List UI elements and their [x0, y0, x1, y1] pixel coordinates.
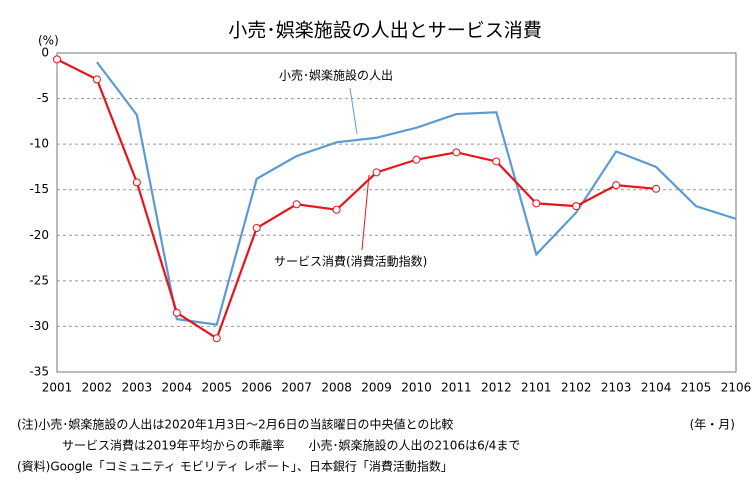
y-tick-label: -10: [29, 137, 49, 151]
x-tick-label: 2002: [82, 381, 113, 395]
point: [53, 55, 61, 64]
series-line: [56, 58, 657, 340]
y-tick-label: -5: [37, 91, 49, 105]
point: [532, 199, 541, 208]
x-unit: (年・月): [690, 418, 735, 432]
point: [92, 75, 101, 84]
point: [372, 168, 381, 177]
y-tick-label: -20: [29, 228, 49, 242]
leader-line: [349, 87, 358, 135]
x-tick-label: 2005: [201, 381, 232, 395]
x-tick-label: 2102: [561, 381, 592, 395]
plot-area: [56, 52, 737, 373]
x-tick-label: 2105: [681, 381, 712, 395]
note: サービス消費は2019年平均からの乖離率 小売･娯楽施設の人出の2106は6/4…: [62, 438, 520, 453]
note: (注)小売･娯楽施設の人出は2020年1月3日～2月6日の当該曜日の中央値との比…: [17, 417, 453, 432]
y-tick-label: -15: [29, 182, 49, 196]
x-tick-label: 2106: [721, 381, 752, 395]
series-line: [96, 61, 737, 326]
y-tick-label: -30: [29, 319, 49, 333]
x-tick-label: 2012: [481, 381, 512, 395]
series-label: サービス消費(消費活動指数): [274, 254, 427, 269]
y-tick-label: -25: [29, 273, 49, 287]
x-tick-label: 2101: [521, 381, 552, 395]
x-tick-label: 2003: [122, 381, 153, 395]
series-label: 小売･娯楽施設の人出: [279, 68, 393, 83]
point: [292, 200, 301, 209]
y-tick-label: -35: [29, 365, 49, 379]
chart-title: 小売･娯楽施設の人出とサービス消費: [228, 20, 542, 42]
point: [572, 202, 581, 211]
point: [612, 181, 621, 190]
x-tick-label: 2009: [361, 381, 392, 395]
x-tick-label: 2011: [441, 381, 472, 395]
point: [172, 308, 181, 317]
x-tick-label: 2006: [241, 381, 272, 395]
x-tick-label: 2001: [42, 381, 73, 395]
x-tick-label: 2104: [641, 381, 672, 395]
y-unit: (%): [38, 34, 59, 48]
point: [252, 223, 261, 232]
x-tick-label: 2103: [601, 381, 632, 395]
y-tick-label: 0: [41, 46, 49, 60]
x-tick-label: 2007: [281, 381, 312, 395]
point: [412, 155, 421, 164]
point: [452, 148, 461, 157]
point: [212, 334, 221, 343]
point: [132, 178, 141, 187]
point: [492, 157, 501, 166]
point: [652, 184, 661, 193]
leader-line: [361, 174, 370, 251]
x-tick-label: 2004: [162, 381, 193, 395]
x-tick-label: 2010: [401, 381, 432, 395]
x-tick-label: 2008: [321, 381, 352, 395]
note: (資料)Google「コミュニティ モビリティ レポート」、日本銀行「消費活動指…: [17, 459, 453, 474]
point: [332, 205, 341, 214]
